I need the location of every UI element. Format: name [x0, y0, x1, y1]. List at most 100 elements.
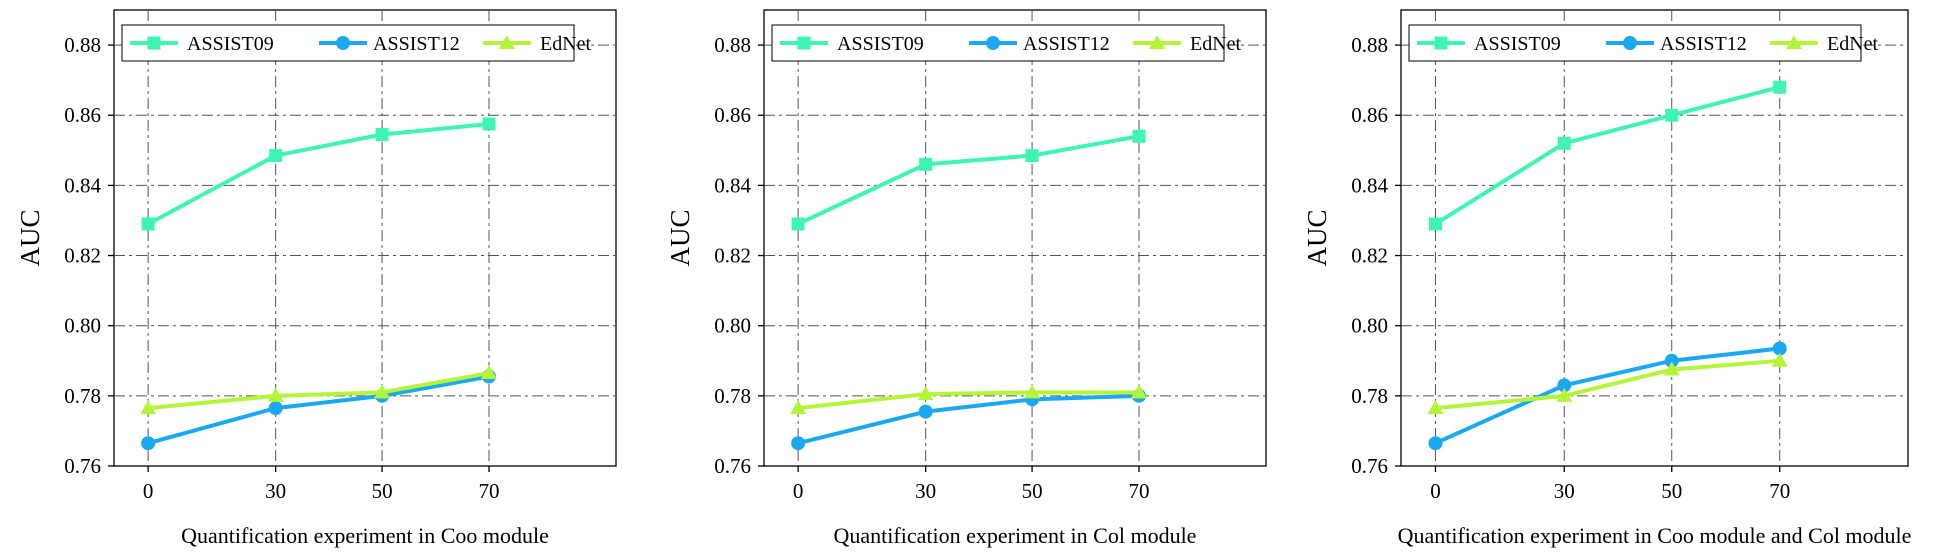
x-axis-title: Quantification experiment in Col module — [834, 523, 1197, 548]
data-point-assist09 — [141, 217, 155, 231]
y-tick-label: 0.76 — [64, 454, 101, 478]
x-tick-label: 0 — [793, 479, 804, 503]
plot-area — [763, 9, 1267, 467]
legend-label-ednet: EdNet — [1827, 33, 1879, 55]
data-point-assist09 — [482, 117, 496, 131]
y-axis-title: AUC — [1302, 209, 1332, 266]
legend-marker-assist12 — [986, 36, 1000, 50]
series-line-assist12 — [797, 393, 1140, 446]
data-point-ednet — [1024, 384, 1041, 399]
x-tick-label: 70 — [1769, 479, 1790, 503]
x-tick-label: 50 — [1661, 479, 1682, 503]
data-point-assist09 — [375, 128, 389, 142]
plot-area — [113, 9, 617, 467]
y-tick-label: 0.80 — [64, 314, 101, 338]
data-point-ednet — [480, 365, 497, 380]
y-tick-label: 0.76 — [714, 454, 751, 478]
legend-label-assist09: ASSIST09 — [837, 33, 924, 55]
y-tick-label: 0.78 — [1351, 384, 1388, 408]
legend-marker-assist12 — [336, 36, 350, 50]
y-axis-title: AUC — [665, 209, 695, 266]
y-tick-label: 0.76 — [1351, 454, 1388, 478]
x-tick-label: 30 — [265, 479, 286, 503]
y-tick-label: 0.84 — [1351, 173, 1388, 197]
x-tick-label: 50 — [1022, 479, 1043, 503]
x-tick-label: 30 — [1554, 479, 1575, 503]
y-tick-label: 0.86 — [714, 103, 751, 127]
data-point-ednet — [1427, 400, 1444, 415]
data-point-assist12 — [791, 436, 806, 451]
y-tick-label: 0.80 — [1351, 314, 1388, 338]
x-axis-title: Quantification experiment in Coo module … — [1398, 523, 1912, 548]
data-point-assist09 — [1665, 108, 1679, 122]
data-point-ednet — [1556, 387, 1573, 402]
legend-label-assist12: ASSIST12 — [1023, 33, 1110, 55]
legend-label-ednet: EdNet — [540, 33, 592, 55]
x-tick-label: 70 — [1128, 479, 1149, 503]
legend-marker-assist09 — [147, 36, 161, 50]
legend-label-assist12: ASSIST12 — [1660, 33, 1747, 55]
series-line-assist09 — [1434, 85, 1781, 226]
chart-panel-3: 0.76 0.78 0.80 0.82 0.84 0.86 0.88 0 30 50 70 ASSIS… — [1302, 9, 1912, 548]
y-tick-label: 0.86 — [1351, 103, 1388, 127]
legend-label-assist12: ASSIST12 — [373, 33, 460, 55]
data-point-ednet — [790, 400, 807, 415]
series-line-assist12 — [1434, 346, 1780, 446]
data-point-ednet — [1663, 361, 1680, 376]
data-point-assist09 — [1428, 217, 1442, 231]
legend-marker-ednet — [1149, 35, 1165, 49]
legend-marker-ednet — [1786, 35, 1802, 49]
data-point-assist12 — [268, 401, 283, 416]
data-point-ednet — [374, 384, 391, 399]
series-line-ednet — [147, 371, 490, 411]
data-point-assist12 — [1428, 436, 1443, 451]
legend-marker-assist09 — [1434, 36, 1448, 50]
legend-marker-ednet — [499, 35, 515, 49]
data-point-assist12 — [1772, 341, 1787, 356]
y-tick-label: 0.80 — [714, 314, 751, 338]
data-point-ednet — [267, 387, 284, 402]
series-line-ednet — [797, 390, 1139, 411]
data-point-assist09 — [791, 217, 805, 231]
legend: ASSIST09 ASSIST12 EdNet — [121, 24, 592, 62]
y-tick-label: 0.82 — [1351, 244, 1388, 268]
data-point-assist09 — [269, 149, 283, 163]
data-point-assist12 — [1664, 353, 1679, 368]
data-point-assist09 — [1557, 136, 1571, 150]
legend: ASSIST09 ASSIST12 EdNet — [771, 24, 1242, 62]
series-line-ednet — [1435, 358, 1780, 411]
data-point-assist09 — [1773, 80, 1787, 94]
x-tick-label: 30 — [915, 479, 936, 503]
y-tick-label: 0.88 — [714, 33, 751, 57]
series-line-assist12 — [147, 374, 490, 446]
data-point-assist12 — [918, 404, 933, 419]
chart-panel-2: 0.76 0.78 0.80 0.82 0.84 0.86 0.88 0 30 50 70 ASSIS… — [665, 9, 1267, 548]
x-axis-title: Quantification experiment in Coo module — [181, 523, 549, 548]
data-point-ednet — [1771, 352, 1788, 367]
y-tick-label: 0.78 — [64, 384, 101, 408]
data-point-assist09 — [1025, 149, 1039, 163]
chart-panel-1: 0.76 0.78 0.80 0.82 0.84 0.86 0.88 0 30 50 70 ASSIS… — [15, 9, 617, 548]
x-tick-label: 0 — [1430, 479, 1441, 503]
data-point-assist12 — [1557, 378, 1572, 393]
legend: ASSIST09 ASSIST12 EdNet — [1408, 24, 1879, 62]
y-tick-label: 0.86 — [64, 103, 101, 127]
data-point-ednet — [917, 386, 934, 401]
data-point-ednet — [1130, 384, 1147, 399]
legend-marker-assist12 — [1623, 36, 1637, 50]
x-tick-label: 50 — [372, 479, 393, 503]
y-tick-label: 0.82 — [714, 244, 751, 268]
plot-area — [1400, 9, 1909, 467]
y-axis-title: AUC — [15, 209, 45, 266]
series-line-assist09 — [147, 122, 490, 226]
x-tick-label: 0 — [143, 479, 154, 503]
series-line-assist09 — [797, 134, 1140, 226]
legend-marker-assist09 — [797, 36, 811, 50]
legend-label-assist09: ASSIST09 — [1474, 33, 1561, 55]
y-tick-label: 0.84 — [64, 173, 101, 197]
data-point-assist09 — [1132, 129, 1146, 143]
x-tick-label: 70 — [478, 479, 499, 503]
data-point-assist12 — [141, 436, 156, 451]
data-point-assist09 — [919, 157, 933, 171]
